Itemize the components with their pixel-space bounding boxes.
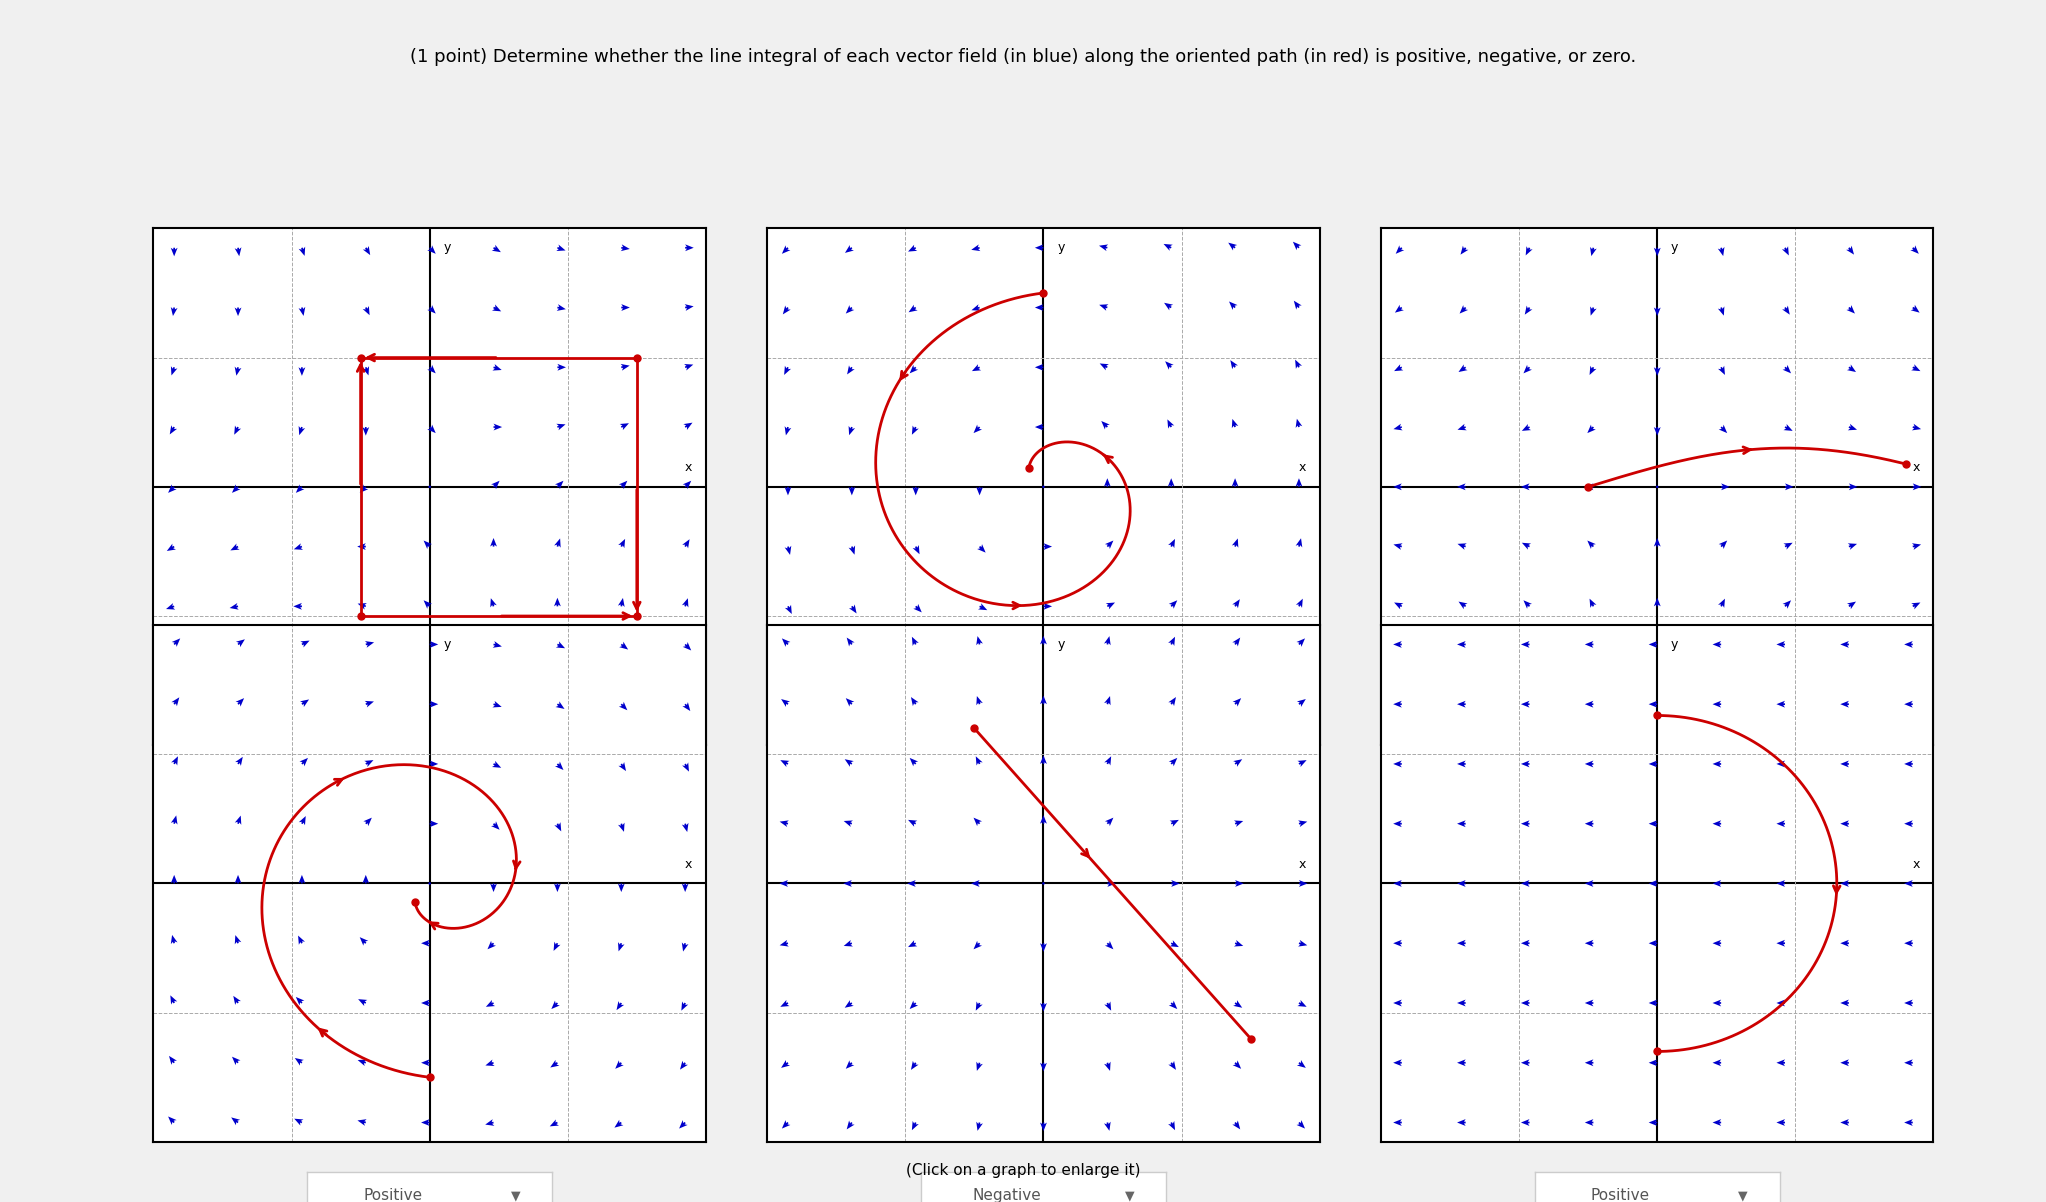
Text: x: x [1913,857,1919,870]
Text: ▼: ▼ [512,793,520,805]
Text: Positive: Positive [364,1189,421,1202]
Text: x: x [1299,857,1305,870]
Text: x: x [685,857,692,870]
Text: (1 point) Determine whether the line integral of each vector field (in blue) alo: (1 point) Determine whether the line int… [409,48,1637,66]
Text: y: y [1058,242,1064,255]
Text: y: y [444,638,450,651]
Text: Zero: Zero [1602,792,1639,807]
Text: x: x [1913,460,1919,474]
Text: Zero: Zero [988,792,1025,807]
Text: Positive: Positive [1592,1189,1649,1202]
Text: y: y [1058,638,1064,651]
Text: Negative: Negative [972,1189,1041,1202]
Text: ▼: ▼ [512,1190,520,1202]
Text: ▼: ▼ [1125,1190,1133,1202]
Text: y: y [1672,242,1678,255]
Text: y: y [1672,638,1678,651]
Text: ▼: ▼ [1125,793,1133,805]
Text: (Click on a graph to enlarge it): (Click on a graph to enlarge it) [906,1164,1140,1178]
Text: x: x [1299,460,1305,474]
Text: ▼: ▼ [1739,1190,1747,1202]
Text: x: x [685,460,692,474]
Text: Zero: Zero [374,792,411,807]
Text: ▼: ▼ [1739,793,1747,805]
Text: y: y [444,242,450,255]
